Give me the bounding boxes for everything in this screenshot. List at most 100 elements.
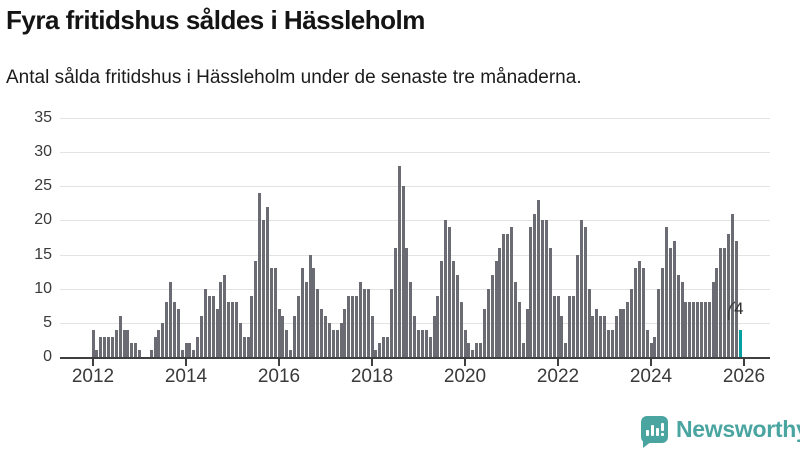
- bar-2014-07: [207, 295, 211, 357]
- bar-2024-12: [692, 302, 696, 357]
- bar-2024-03: [657, 288, 661, 357]
- x-tick: [464, 359, 466, 366]
- bar-2016-07: [300, 268, 304, 357]
- bar-highlight-2025-12: [738, 329, 742, 357]
- bar-2014-06: [203, 288, 207, 357]
- bar-2017-05: [339, 322, 343, 357]
- x-axis-line: [60, 357, 770, 359]
- bar-2023-12: [645, 329, 649, 357]
- bar-2025-01: [696, 302, 699, 357]
- bar-2022-06: [575, 254, 579, 357]
- x-tick: [185, 359, 187, 366]
- bar-2016-12: [320, 309, 324, 357]
- bar-2021-09: [541, 220, 544, 357]
- bar-2023-05: [618, 309, 622, 357]
- bar-2013-07: [161, 322, 165, 357]
- bar-2022-02: [560, 316, 564, 357]
- y-tick-label: 20: [34, 211, 52, 229]
- bar-2016-03: [285, 329, 289, 357]
- bar-2021-04: [521, 343, 525, 357]
- y-gridline: [60, 220, 770, 222]
- x-tick-label: 2022: [536, 366, 580, 387]
- logo-text: Newsworthy: [676, 415, 800, 442]
- bar-2014-10: [219, 281, 223, 357]
- bar-2015-11: [269, 268, 273, 357]
- bar-2022-09: [587, 288, 591, 357]
- logo-bar-icon: [651, 424, 654, 436]
- bar-2017-08: [351, 295, 355, 357]
- bar-2016-06: [296, 295, 300, 357]
- y-gridline: [60, 118, 770, 119]
- bar-2022-11: [595, 309, 599, 357]
- bar-2012-02: [95, 350, 99, 357]
- bar-2024-11: [688, 302, 692, 357]
- bar-2019-07: [440, 261, 444, 357]
- y-tick-label: 35: [34, 109, 52, 126]
- bar-2024-09: [680, 281, 684, 357]
- bar-2019-08: [444, 220, 448, 357]
- bar-2013-08: [165, 302, 169, 357]
- bar-2014-03: [192, 350, 196, 357]
- bar-2018-09: [401, 186, 405, 357]
- bar-2022-07: [579, 220, 583, 357]
- bar-2012-10: [126, 329, 130, 357]
- bar-2025-05: [711, 281, 715, 357]
- newsworthy-logo[interactable]: Newsworthy: [641, 414, 800, 448]
- bar-2015-09: [262, 220, 265, 357]
- bar-2014-01: [184, 343, 188, 357]
- bar-2021-06: [529, 227, 533, 357]
- bar-2018-10: [405, 247, 409, 357]
- bar-2025-07: [719, 247, 723, 357]
- bar-2013-09: [169, 281, 172, 357]
- bar-2021-01: [510, 227, 513, 357]
- bar-2021-08: [537, 199, 541, 357]
- bar-2016-08: [304, 281, 308, 357]
- bar-2021-05: [525, 309, 529, 357]
- bar-2024-01: [649, 343, 653, 357]
- bar-2012-12: [134, 343, 138, 357]
- bar-2025-04: [707, 302, 711, 357]
- bar-2020-07: [486, 288, 490, 357]
- bar-2021-12: [552, 295, 556, 357]
- bar-2019-11: [455, 275, 459, 357]
- bar-2023-01: [603, 316, 606, 357]
- logo-bar-icon: [656, 427, 659, 436]
- bar-2018-12: [413, 316, 417, 357]
- bar-2014-05: [200, 316, 203, 357]
- bar-2018-08: [397, 165, 401, 357]
- bar-2023-03: [610, 329, 614, 357]
- bar-2019-06: [436, 295, 440, 357]
- bar-2013-10: [172, 302, 176, 357]
- bar-2017-07: [347, 295, 351, 357]
- bar-2017-11: [362, 288, 366, 357]
- bar-2015-08: [258, 193, 262, 357]
- y-tick-label: 25: [34, 177, 52, 195]
- bar-2017-10: [358, 281, 362, 357]
- bar-2017-01: [324, 316, 327, 357]
- bar-2020-06: [482, 309, 486, 357]
- x-tick-label: 2014: [164, 366, 208, 387]
- bar-2013-12: [180, 350, 184, 357]
- x-tick: [557, 359, 559, 366]
- x-tick-label: 2026: [722, 366, 766, 387]
- y-tick-label: 15: [34, 245, 52, 263]
- bar-2013-06: [157, 329, 161, 357]
- bar-2025-09: [727, 234, 730, 357]
- bar-2013-01: [138, 350, 141, 357]
- bar-2025-11: [734, 240, 738, 357]
- bar-2025-08: [723, 247, 727, 357]
- bar-2019-12: [459, 302, 463, 357]
- bar-2022-10: [591, 316, 595, 357]
- bar-2022-05: [572, 295, 575, 357]
- x-tick: [650, 359, 652, 366]
- bar-2014-04: [196, 336, 200, 357]
- bar-2014-02: [188, 343, 192, 357]
- bar-2023-08: [630, 288, 634, 357]
- bar-2024-05: [665, 227, 668, 357]
- bar-2018-06: [389, 288, 393, 357]
- x-tick-label: 2020: [443, 366, 487, 387]
- bar-2018-03: [378, 343, 382, 357]
- y-gridline: [60, 254, 770, 256]
